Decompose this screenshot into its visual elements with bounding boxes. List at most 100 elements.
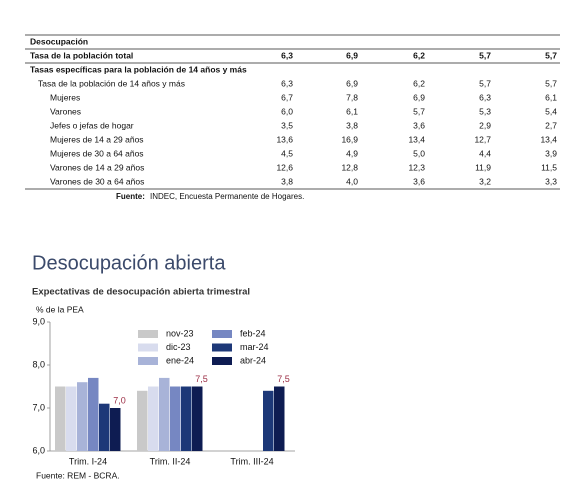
chart-title: Expectativas de desocupación abierta tri… <box>32 287 250 298</box>
cell: 5,7 <box>479 50 491 60</box>
bar <box>192 386 203 451</box>
chart-source: Fuente: REM - BCRA. <box>36 470 120 480</box>
x-tick-label: Trim. II-24 <box>150 456 191 466</box>
bar <box>181 386 192 451</box>
legend-swatch <box>138 330 158 338</box>
cell: 5,7 <box>479 78 491 88</box>
cell: 6,1 <box>346 106 358 116</box>
cell: 6,9 <box>346 50 358 60</box>
cell: 12,8 <box>341 162 358 172</box>
row-label: Tasas específicas para la población de 1… <box>30 64 247 74</box>
table-source-label: Fuente: <box>116 192 145 201</box>
legend-label: dic-23 <box>166 342 191 352</box>
cell: 3,9 <box>545 148 557 158</box>
bar <box>148 386 159 451</box>
value-label: 7,0 <box>113 395 126 405</box>
cell: 12,3 <box>408 162 425 172</box>
cell: 5,3 <box>479 106 491 116</box>
legend-label: feb-24 <box>240 328 266 338</box>
cell: 4,0 <box>346 176 358 186</box>
cell: 13,6 <box>276 134 293 144</box>
legend-swatch <box>138 357 158 365</box>
y-tick-label: 9,0 <box>32 316 45 326</box>
cell: 16,9 <box>341 134 358 144</box>
cell: 6,2 <box>413 78 425 88</box>
cell: 3,8 <box>346 120 358 130</box>
cell: 6,3 <box>281 50 293 60</box>
cell: 3,5 <box>281 120 293 130</box>
cell: 6,9 <box>346 78 358 88</box>
y-tick-label: 7,0 <box>32 402 45 412</box>
row-label: Mujeres <box>50 92 80 102</box>
cell: 4,5 <box>281 148 293 158</box>
bar <box>88 377 99 451</box>
cell: 11,9 <box>475 162 491 172</box>
row-label: Tasa de la población total <box>30 50 133 60</box>
cell: 11,5 <box>541 162 557 172</box>
bar <box>110 408 121 451</box>
bar <box>77 382 88 451</box>
cell: 6,3 <box>281 78 293 88</box>
bar <box>263 390 274 451</box>
cell: 6,1 <box>545 92 557 102</box>
cell: 6,3 <box>479 92 491 102</box>
legend-swatch <box>212 343 232 352</box>
bar <box>170 386 181 451</box>
legend-label: ene-24 <box>166 355 194 365</box>
cell: 6,7 <box>281 92 293 102</box>
cell: 3,3 <box>545 176 557 186</box>
cell: 5,4 <box>545 106 557 116</box>
cell: 3,6 <box>413 120 425 130</box>
legend-swatch <box>212 357 232 365</box>
row-label: Tasa de la población de 14 años y más <box>38 78 185 88</box>
cell: 5,7 <box>545 78 557 88</box>
legend-label: nov-23 <box>166 328 194 338</box>
x-tick-label: Trim. I-24 <box>69 456 107 466</box>
legend-label: mar-24 <box>240 342 269 352</box>
cell: 6,0 <box>281 106 293 116</box>
x-tick-label: Trim. III-24 <box>230 456 273 466</box>
bar <box>159 377 170 451</box>
cell: 4,4 <box>479 148 491 158</box>
y-tick-label: 6,0 <box>32 445 45 455</box>
cell: 3,2 <box>479 176 491 186</box>
legend-label: abr-24 <box>240 355 266 365</box>
cell: 13,4 <box>408 134 425 144</box>
row-label: Varones <box>50 106 81 116</box>
cell: 4,9 <box>346 148 358 158</box>
row-label: Mujeres de 30 a 64 años <box>50 148 144 158</box>
bar <box>55 386 66 451</box>
cell: 5,7 <box>413 106 425 116</box>
bar <box>66 386 77 451</box>
row-label: Varones de 14 a 29 años <box>50 162 144 172</box>
value-label: 7,5 <box>277 374 290 384</box>
bar <box>274 386 285 451</box>
legend-swatch <box>138 343 158 352</box>
y-axis-label: % de la PEA <box>36 304 84 314</box>
cell: 5,0 <box>413 148 425 158</box>
table-source: INDEC, Encuesta Permanente de Hogares. <box>150 192 304 201</box>
cell: 12,6 <box>276 162 293 172</box>
cell: 6,2 <box>413 50 425 60</box>
cell: 7,8 <box>346 92 358 102</box>
row-label: Varones de 30 a 64 años <box>50 176 144 186</box>
row-label: Desocupación <box>30 36 88 46</box>
cell: 3,8 <box>281 176 293 186</box>
bar <box>137 390 148 451</box>
value-label: 7,5 <box>195 374 208 384</box>
cell: 5,7 <box>545 50 557 60</box>
cell: 2,9 <box>479 120 491 130</box>
cell: 13,4 <box>540 134 557 144</box>
cell: 12,7 <box>474 134 491 144</box>
bar <box>99 403 110 451</box>
cell: 6,9 <box>413 92 425 102</box>
legend-swatch <box>212 330 232 338</box>
row-label: Mujeres de 14 a 29 años <box>50 134 144 144</box>
y-tick-label: 8,0 <box>32 359 45 369</box>
cell: 2,7 <box>545 120 557 130</box>
row-label: Jefes o jefas de hogar <box>50 120 134 130</box>
cell: 3,6 <box>413 176 425 186</box>
section-title: Desocupación abierta <box>32 252 226 274</box>
